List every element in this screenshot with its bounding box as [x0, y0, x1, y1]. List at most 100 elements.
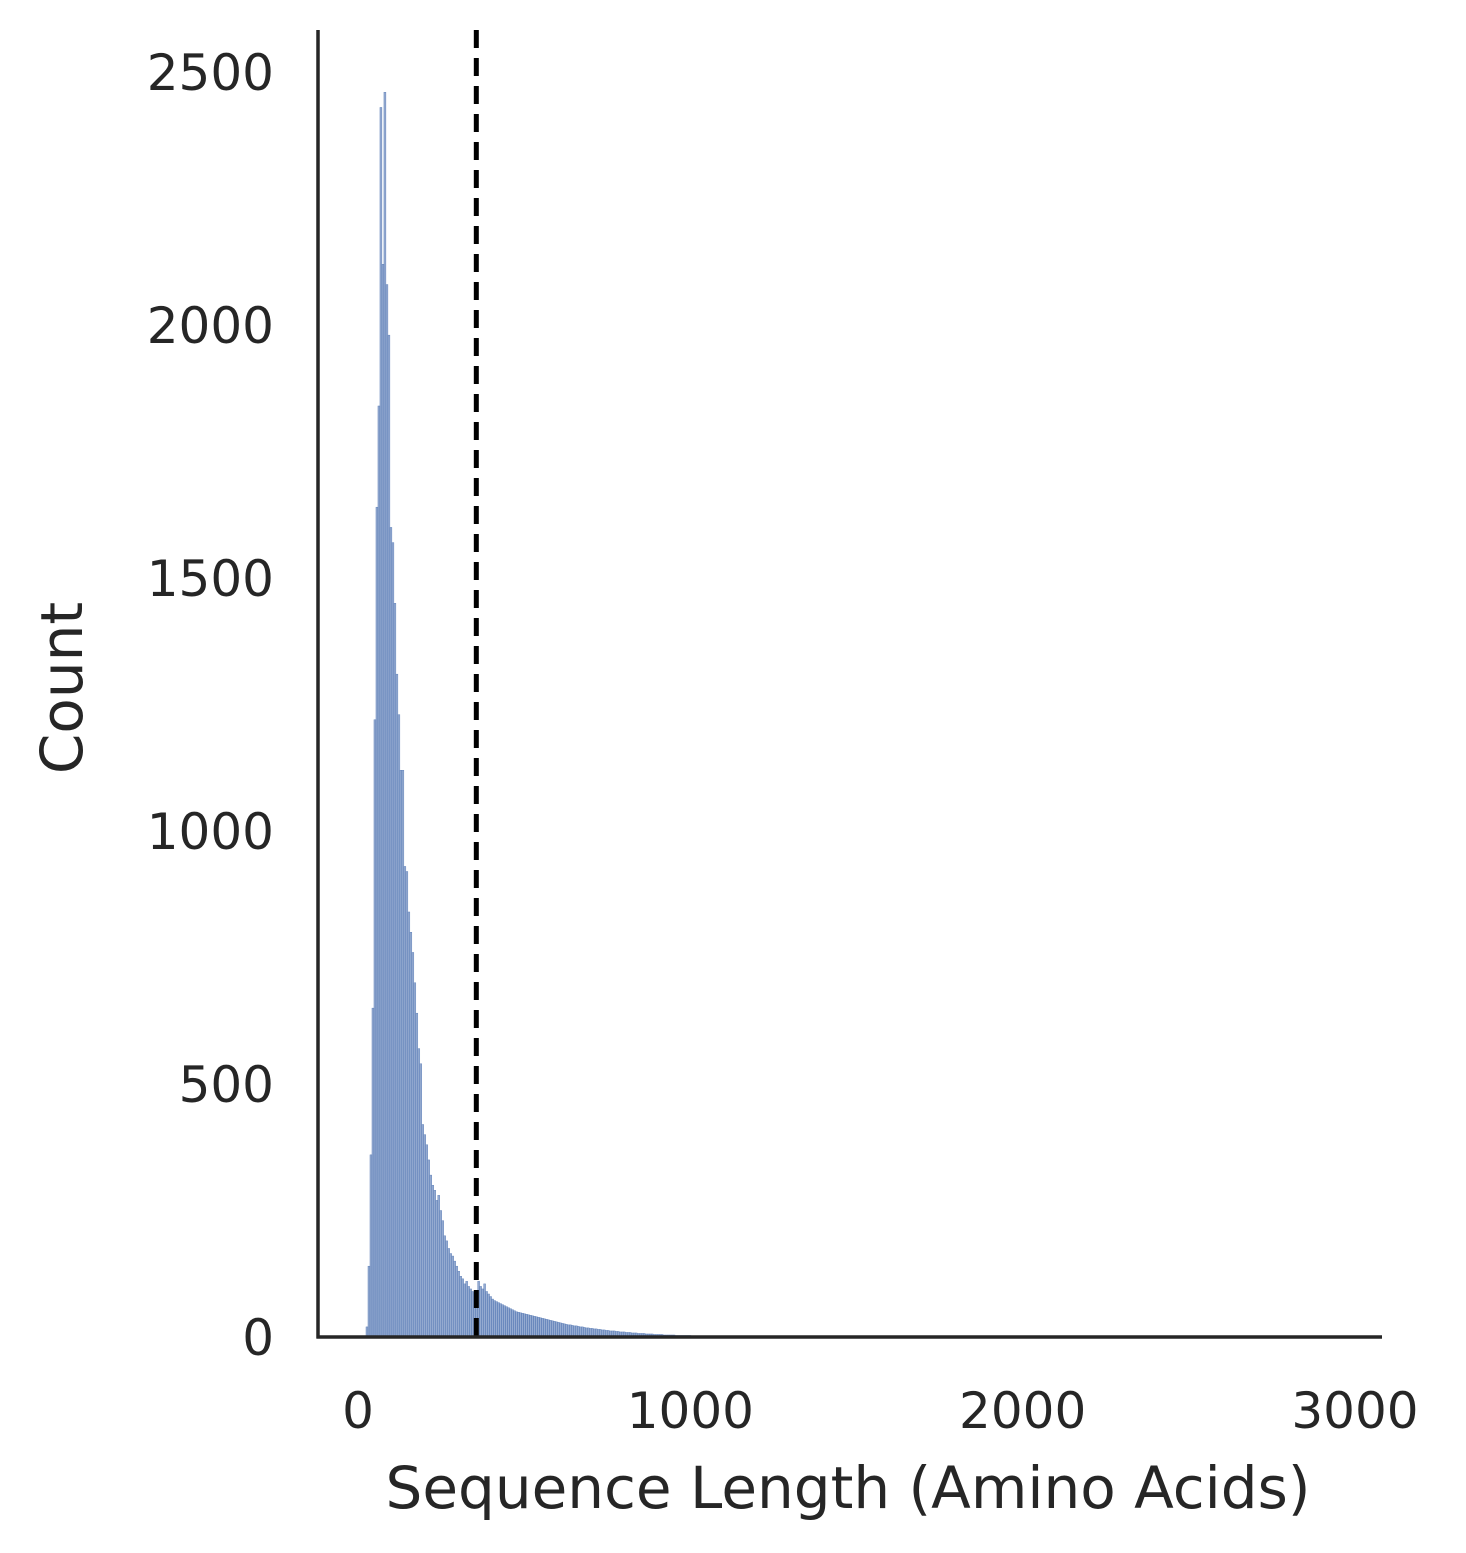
histogram-bar [385, 284, 389, 1338]
x-axis-label: Sequence Length (Amino Acids) [386, 1454, 1311, 1522]
histogram-bar [483, 1283, 486, 1338]
histogram-bar [373, 719, 377, 1338]
histogram-bar [561, 1323, 564, 1338]
x-tick-label: 0 [342, 1382, 374, 1440]
histogram-bar [427, 1159, 430, 1338]
histogram-bar [499, 1303, 502, 1338]
x-tick-label: 3000 [1291, 1382, 1418, 1440]
histogram-bar [553, 1321, 556, 1338]
histogram-bar [463, 1283, 466, 1338]
histogram-bar [435, 1200, 438, 1338]
histogram-bar [391, 542, 395, 1338]
histogram-bar [555, 1321, 558, 1338]
histogram-bar [471, 1291, 474, 1338]
histogram-bar [487, 1293, 490, 1338]
histogram-bar [481, 1288, 484, 1338]
histogram-bar [433, 1190, 436, 1338]
y-tick-label: 1000 [147, 803, 274, 861]
histogram-bar [489, 1296, 492, 1338]
ticks-layer: 0 1000 2000 3000 0 500 1000 1500 2000 2500 [147, 44, 1419, 1440]
histogram-bar [393, 603, 397, 1338]
histogram-bar [535, 1316, 538, 1338]
histogram-bar [437, 1195, 440, 1338]
histogram-bar [401, 770, 405, 1338]
histogram-bar [501, 1304, 504, 1338]
histogram-bar [529, 1315, 532, 1338]
histogram-bar [451, 1255, 454, 1338]
histogram-bar [411, 952, 415, 1338]
histogram-bar [395, 673, 399, 1338]
histogram-bar [541, 1318, 544, 1338]
histogram-bar [551, 1320, 554, 1338]
histogram-bar [425, 1144, 428, 1338]
histogram-bar [383, 92, 387, 1338]
y-axis-label: Count [28, 602, 96, 774]
histogram-bar [493, 1300, 496, 1338]
histogram-bar [405, 871, 409, 1338]
x-tick-label: 2000 [959, 1382, 1086, 1440]
histogram-bar [403, 866, 407, 1338]
histogram-bar [563, 1323, 566, 1338]
y-tick-label: 500 [179, 1056, 274, 1114]
y-tick-label: 1500 [147, 550, 274, 608]
histogram-bar [467, 1286, 470, 1338]
histogram-bar [515, 1311, 518, 1338]
histogram-bar [525, 1314, 528, 1338]
histogram-bar [517, 1312, 520, 1338]
histogram-bar [429, 1174, 432, 1338]
histogram-bar [399, 770, 403, 1338]
histogram-bar [375, 506, 379, 1338]
histogram-bar [549, 1320, 552, 1338]
histogram-bar [419, 1063, 422, 1338]
histogram-bar [543, 1318, 546, 1338]
histogram-bar [439, 1210, 442, 1338]
histogram-bar [443, 1235, 446, 1338]
histogram-bar [445, 1240, 448, 1338]
histogram-bar [545, 1319, 548, 1338]
histogram-bar [527, 1314, 530, 1338]
histogram-bar [455, 1265, 458, 1338]
histogram-bar [469, 1288, 472, 1338]
histogram-bar [557, 1322, 560, 1338]
histogram-bar [567, 1324, 570, 1338]
histogram-bar [505, 1306, 508, 1338]
histogram-bar [449, 1253, 452, 1338]
histogram-bar [485, 1291, 488, 1338]
histogram-bar [461, 1278, 464, 1338]
histogram-bar [565, 1324, 568, 1338]
histogram-bar [539, 1317, 542, 1338]
histogram-bar [387, 334, 391, 1338]
bars-layer [365, 92, 951, 1338]
histogram-bar [519, 1312, 522, 1338]
histogram-bar [507, 1307, 510, 1338]
histogram-bar [423, 1134, 426, 1338]
histogram-bar [431, 1184, 434, 1338]
histogram-bar [511, 1309, 514, 1338]
histogram-bar [369, 1154, 373, 1338]
histogram-bar [459, 1276, 462, 1338]
histogram-bar [491, 1298, 494, 1338]
histogram-bar [417, 1048, 421, 1338]
histogram-bar [533, 1316, 536, 1338]
histogram-bar [447, 1248, 450, 1338]
histogram-bar [379, 107, 383, 1338]
histogram-bar [521, 1313, 524, 1338]
histogram-bar [509, 1308, 512, 1338]
histogram-bar [537, 1317, 540, 1338]
y-tick-label: 0 [242, 1309, 274, 1367]
histogram-bar [371, 1007, 375, 1338]
histogram-bar [367, 1265, 371, 1338]
y-tick-label: 2000 [147, 297, 274, 355]
x-tick-label: 1000 [627, 1382, 754, 1440]
histogram-bar [413, 982, 417, 1338]
histogram-bar [513, 1310, 516, 1338]
histogram-bar [531, 1315, 534, 1338]
histogram-bar [495, 1301, 498, 1338]
histogram-bar [453, 1260, 456, 1338]
histogram-bar [381, 264, 385, 1338]
histogram-bar [523, 1313, 526, 1338]
histogram-bar [409, 932, 413, 1338]
histogram-bar [407, 911, 411, 1338]
